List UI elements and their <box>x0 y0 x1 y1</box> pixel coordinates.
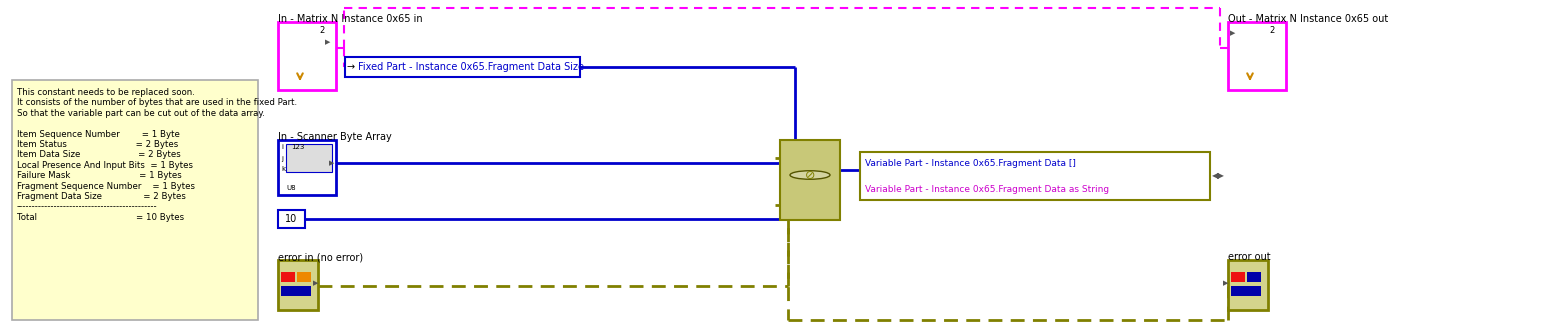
Text: i: i <box>280 144 283 150</box>
Text: Fixed Part - Instance 0x65.Fragment Data Size: Fixed Part - Instance 0x65.Fragment Data… <box>359 62 584 72</box>
Text: ⊘: ⊘ <box>805 168 816 181</box>
Bar <box>1247 272 1261 282</box>
Text: ▶: ▶ <box>329 160 335 166</box>
Text: error out: error out <box>1228 252 1270 262</box>
Bar <box>279 210 305 228</box>
Bar <box>280 286 312 296</box>
Bar <box>1228 260 1268 310</box>
Text: Variable Part - Instance 0x65.Fragment Data as String: Variable Part - Instance 0x65.Fragment D… <box>864 184 1109 193</box>
Bar <box>279 22 337 90</box>
Bar <box>1228 22 1286 90</box>
Text: In - Matrix N Instance 0x65 in: In - Matrix N Instance 0x65 in <box>279 14 423 24</box>
Text: →: → <box>348 62 355 72</box>
Bar <box>280 272 294 282</box>
Bar <box>13 80 258 320</box>
Text: This constant needs to be replaced soon.
It consists of the number of bytes that: This constant needs to be replaced soon.… <box>17 88 298 222</box>
Bar <box>298 272 312 282</box>
Bar <box>279 140 337 195</box>
Bar <box>1231 286 1261 296</box>
Bar <box>780 140 839 220</box>
Text: error in (no error): error in (no error) <box>279 252 363 262</box>
Bar <box>345 57 579 77</box>
Text: 10: 10 <box>285 214 298 224</box>
Text: ▶: ▶ <box>313 280 319 286</box>
Text: ▶: ▶ <box>1223 280 1229 286</box>
Text: ◀▶: ◀▶ <box>1212 171 1225 180</box>
Text: 123: 123 <box>291 144 304 150</box>
Text: Out - Matrix N Instance 0x65 out: Out - Matrix N Instance 0x65 out <box>1228 14 1387 24</box>
Text: ▶: ▶ <box>1231 30 1236 36</box>
Text: j: j <box>280 156 283 162</box>
Text: 2: 2 <box>1270 26 1275 35</box>
Text: k: k <box>280 166 285 172</box>
Bar <box>287 144 332 172</box>
Bar <box>279 260 318 310</box>
Text: ▶: ▶ <box>326 39 330 45</box>
Bar <box>1231 272 1245 282</box>
Circle shape <box>789 171 830 179</box>
Bar <box>860 152 1211 200</box>
Text: U8: U8 <box>287 185 296 191</box>
Text: Variable Part - Instance 0x65.Fragment Data []: Variable Part - Instance 0x65.Fragment D… <box>864 159 1076 167</box>
Text: 2: 2 <box>319 26 324 35</box>
Text: In - Scanner Byte Array: In - Scanner Byte Array <box>279 132 392 142</box>
